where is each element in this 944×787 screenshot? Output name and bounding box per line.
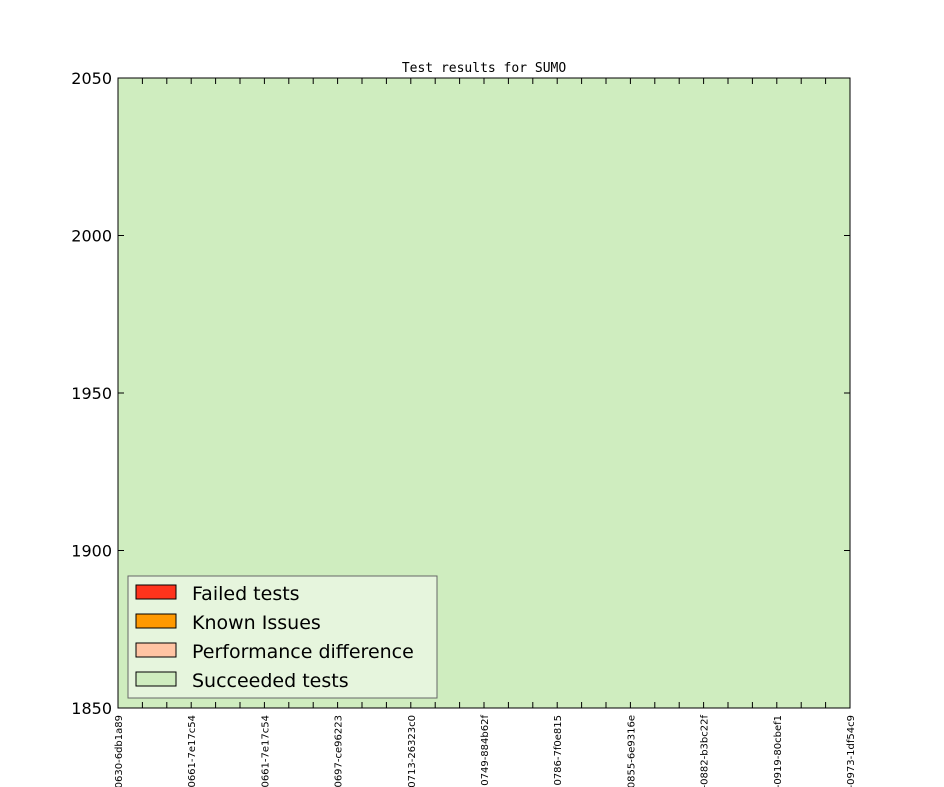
legend: Failed tests Known Issues Performance diff… (127, 575, 438, 699)
x-tick-label: 0661-7e17c54 (260, 715, 271, 787)
x-tick-label: 0855-6e9316e (626, 715, 637, 787)
x-tick-label: 0697-ce96223 (334, 715, 345, 787)
x-tick-label: 0630-6db1a89 (114, 715, 125, 787)
x-tick-label: -0919-80cbef1 (773, 715, 784, 787)
y-tick-label: 2000 (71, 227, 112, 246)
legend-swatch-succeeded-tests (135, 671, 177, 687)
x-tick-label: 0661-7e17c54 (187, 715, 198, 787)
x-tick-label: 0713-26323c0 (407, 715, 418, 787)
legend-swatch-failed-tests (135, 584, 177, 600)
y-tick-label: 1900 (71, 542, 112, 561)
legend-label-failed-tests: Failed tests (192, 583, 300, 605)
x-tick-label: -0882-b3bc22f (700, 715, 711, 787)
legend-label-known-issues: Known Issues (192, 612, 321, 634)
chart-title: Test results for SUMO (402, 61, 567, 76)
x-tick-label: -0973-1df54c9 (846, 715, 857, 787)
y-tick-label: 1850 (71, 699, 112, 718)
x-tick-label: 0786-7f0e815 (553, 715, 564, 786)
axis-ticks: 1850 1900 1950 2000 2050 0630-6db1a89 0661-7e1… (71, 69, 857, 787)
legend-label-performance-difference: Performance difference (192, 641, 414, 663)
legend-swatch-performance-difference (135, 642, 177, 658)
legend-box (127, 575, 438, 699)
y-tick-label: 2050 (71, 69, 112, 88)
x-tick-label: 0749-884b62f (480, 715, 491, 786)
legend-label-succeeded-tests: Succeeded tests (192, 670, 349, 692)
y-tick-label: 1950 (71, 384, 112, 403)
legend-swatch-known-issues (135, 613, 177, 629)
